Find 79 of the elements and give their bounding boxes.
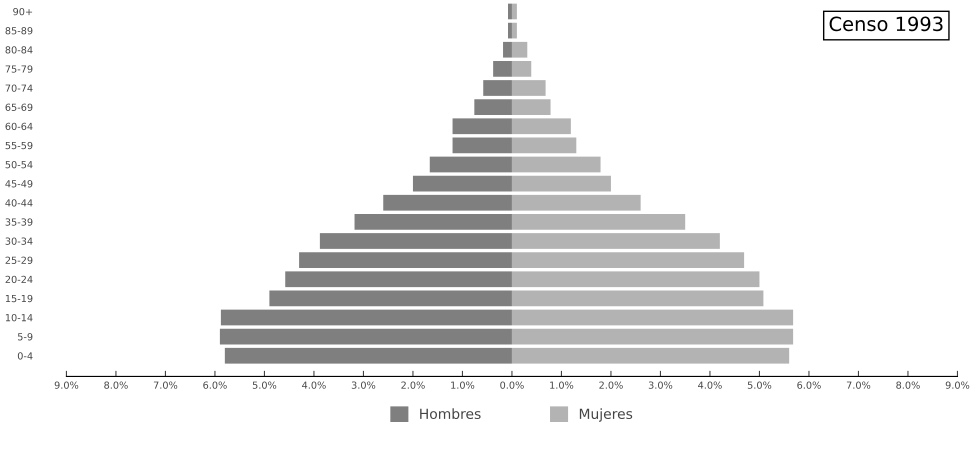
bar — [512, 271, 760, 288]
bar — [269, 290, 512, 306]
bar — [224, 348, 512, 364]
x-tick-label: 5.0% — [252, 381, 276, 389]
bar — [220, 328, 512, 344]
legend-label: Hombres — [420, 408, 481, 420]
x-tick-label: 9.0% — [54, 381, 78, 389]
bar — [512, 156, 601, 172]
bar — [512, 138, 576, 154]
bar — [512, 80, 546, 96]
bar — [512, 214, 686, 230]
bar — [383, 194, 512, 211]
bar — [512, 290, 764, 306]
x-tick-label: 9.0% — [946, 381, 970, 389]
annotation: Censo 1993 — [830, 16, 943, 32]
y-tick-label: 70-74 — [6, 84, 33, 92]
x-tick-label: 0.0% — [500, 381, 524, 389]
x-tick-label: 6.0% — [203, 381, 227, 389]
y-tick-label: 65-69 — [6, 104, 32, 111]
bar — [512, 328, 794, 344]
bar — [512, 348, 790, 364]
y-tick-label: 40-44 — [5, 199, 33, 207]
bar — [412, 176, 512, 192]
bar — [503, 42, 512, 58]
y-tick-label: 35-39 — [6, 218, 32, 226]
bar — [320, 233, 512, 249]
x-tick-label: 5.0% — [748, 381, 772, 389]
bar — [512, 42, 528, 58]
bar — [285, 271, 512, 288]
bar — [354, 214, 512, 230]
y-tick-label: 45-49 — [5, 180, 32, 188]
x-tick-label: 2.0% — [401, 381, 425, 389]
y-tick-label: 55-59 — [6, 142, 32, 150]
y-tick-label: 25-29 — [6, 256, 32, 264]
x-tick-label: 1.0% — [550, 381, 574, 389]
bar — [512, 252, 744, 268]
y-tick-label: 90+ — [13, 8, 32, 16]
x-tick-label: 4.0% — [302, 381, 326, 389]
x-tick-label: 7.0% — [846, 381, 870, 389]
y-tick-label: 85-89 — [6, 27, 32, 34]
x-tick-label: 8.0% — [896, 381, 920, 389]
bar — [512, 4, 517, 20]
bar — [452, 118, 512, 134]
x-tick-label: 1.0% — [451, 381, 474, 389]
bar — [299, 252, 512, 268]
bar — [508, 22, 512, 38]
legend-label: Mujeres — [580, 408, 632, 422]
y-tick-label: 75-79 — [6, 65, 32, 73]
x-tick-label: 2.0% — [599, 381, 623, 389]
y-tick-label: 15-19 — [6, 294, 32, 302]
x-tick-label: 8.0% — [104, 381, 128, 389]
y-tick-label: 20-24 — [6, 276, 33, 284]
bar — [512, 22, 517, 38]
x-tick-label: 6.0% — [797, 381, 821, 389]
y-tick-label: 30-34 — [6, 237, 33, 245]
y-tick-label: 80-84 — [6, 46, 33, 54]
bar — [512, 176, 611, 192]
bar — [220, 310, 512, 326]
x-tick-label: 7.0% — [154, 381, 178, 389]
bar — [512, 310, 794, 326]
y-tick-label: 50-54 — [6, 160, 33, 168]
bar — [512, 233, 720, 249]
bar — [430, 156, 512, 172]
y-tick-label: 60-64 — [6, 122, 33, 130]
y-tick-label: 0-4 — [18, 352, 33, 360]
bar — [512, 118, 571, 134]
bar — [452, 138, 512, 154]
bar — [512, 61, 532, 77]
bar — [493, 61, 512, 77]
y-tick-label: 5-9 — [18, 333, 32, 340]
x-tick-label: 3.0% — [352, 381, 376, 389]
bar — [512, 99, 551, 115]
bar — [508, 4, 512, 20]
bar — [474, 99, 512, 115]
x-tick-label: 4.0% — [698, 381, 722, 389]
y-tick-label: 10-14 — [6, 314, 33, 322]
x-tick-label: 3.0% — [648, 381, 672, 389]
bar — [483, 80, 512, 96]
bar — [512, 194, 641, 211]
